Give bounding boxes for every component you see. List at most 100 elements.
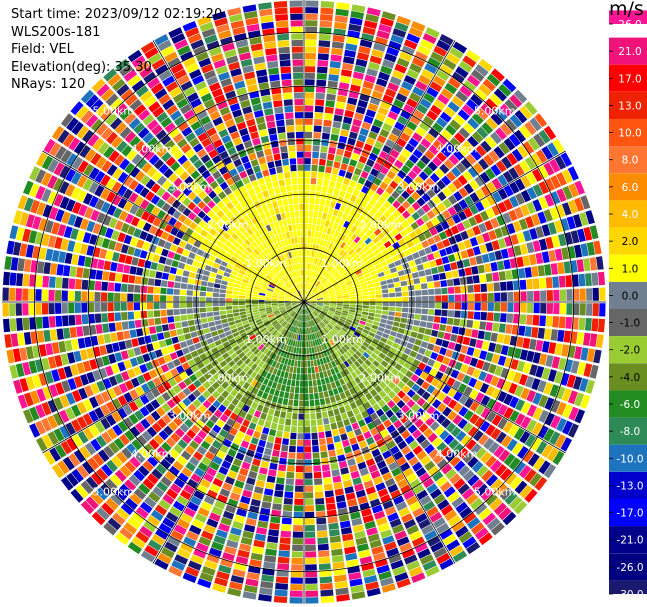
- range-gate: [289, 590, 303, 597]
- range-gate: [451, 496, 464, 509]
- range-gate: [222, 341, 230, 348]
- range-gate: [455, 525, 469, 538]
- range-gate: [257, 473, 267, 482]
- range-gate: [77, 337, 86, 349]
- range-gate: [343, 304, 350, 307]
- range-gate: [579, 212, 589, 226]
- range-gate: [311, 320, 315, 326]
- range-gate: [80, 500, 95, 515]
- range-gate: [412, 344, 420, 352]
- range-gate: [308, 327, 311, 334]
- range-gate: [467, 474, 480, 487]
- range-gate: [48, 316, 56, 328]
- range-gate: [498, 323, 506, 333]
- range-gate: [234, 480, 245, 489]
- range-gate: [420, 154, 431, 165]
- range-gate: [399, 229, 408, 238]
- range-gate: [103, 260, 112, 271]
- range-gate: [572, 214, 583, 228]
- range-gate: [129, 493, 142, 505]
- range-gate: [360, 425, 369, 434]
- range-gate: [183, 484, 195, 495]
- range-gate: [439, 111, 452, 123]
- range-gate: [374, 210, 383, 219]
- range-gate: [110, 493, 123, 506]
- range-gate: [306, 328, 309, 335]
- range-gate: [311, 171, 318, 178]
- range-gate: [362, 269, 370, 275]
- range-gate: [290, 318, 295, 325]
- range-gate: [300, 308, 303, 315]
- range-gate: [291, 379, 296, 387]
- range-gate: [566, 374, 576, 388]
- range-gate: [435, 224, 444, 233]
- range-gate: [436, 69, 450, 82]
- range-gate: [384, 541, 397, 551]
- range-gate: [357, 176, 366, 185]
- range-gate: [189, 272, 197, 279]
- range-gate: [330, 304, 337, 307]
- range-gate: [60, 440, 73, 455]
- range-gate: [75, 314, 82, 325]
- range-gate: [375, 290, 382, 295]
- range-gate: [288, 318, 294, 324]
- range-gate: [532, 199, 543, 212]
- range-gate: [307, 367, 312, 374]
- range-gate: [485, 385, 496, 397]
- range-gate: [167, 410, 177, 420]
- range-gate: [383, 160, 393, 170]
- range-gate: [399, 542, 413, 553]
- range-gate: [471, 479, 484, 492]
- range-gate: [394, 233, 403, 241]
- range-gate: [327, 340, 333, 347]
- range-gate: [180, 283, 188, 290]
- range-gate: [166, 488, 178, 500]
- range-gate: [524, 468, 537, 483]
- range-gate: [406, 98, 418, 109]
- range-gate: [343, 368, 350, 376]
- range-gate: [310, 257, 314, 264]
- range-gate: [389, 347, 397, 354]
- range-gate: [310, 297, 316, 300]
- range-gate: [195, 542, 209, 553]
- range-gate: [358, 549, 371, 559]
- range-gate: [424, 149, 435, 160]
- range-gate: [176, 268, 184, 276]
- range-gate: [234, 514, 246, 524]
- range-gate: [388, 40, 402, 51]
- range-gate: [357, 99, 368, 109]
- range-gate: [473, 311, 481, 320]
- range-gate: [358, 275, 365, 281]
- range-gate: [327, 274, 333, 280]
- range-gate: [436, 381, 446, 391]
- range-gate: [261, 501, 272, 509]
- range-gate: [262, 378, 269, 386]
- range-gate: [169, 267, 177, 275]
- range-gate: [278, 363, 284, 371]
- range-gate: [513, 129, 526, 143]
- range-gate: [383, 356, 392, 364]
- range-gate: [158, 340, 167, 348]
- range-gate: [421, 308, 428, 315]
- range-gate: [391, 254, 400, 262]
- range-gate: [154, 317, 162, 325]
- range-gate: [338, 249, 345, 256]
- range-gate: [336, 175, 344, 184]
- range-gate: [253, 430, 261, 439]
- range-gate: [423, 500, 436, 512]
- range-gate: [346, 410, 354, 418]
- range-gate: [396, 456, 407, 466]
- range-gate: [273, 595, 288, 603]
- range-gate: [420, 439, 431, 450]
- range-gate: [364, 179, 373, 188]
- range-gate: [244, 483, 254, 492]
- range-gate: [314, 290, 320, 295]
- range-gate: [365, 322, 373, 328]
- range-gate: [220, 314, 227, 320]
- range-gate: [107, 312, 115, 322]
- range-gate: [401, 312, 408, 318]
- range-gate: [107, 282, 115, 292]
- range-gate: [252, 307, 259, 310]
- range-gate: [329, 307, 336, 311]
- range-gate: [394, 259, 402, 267]
